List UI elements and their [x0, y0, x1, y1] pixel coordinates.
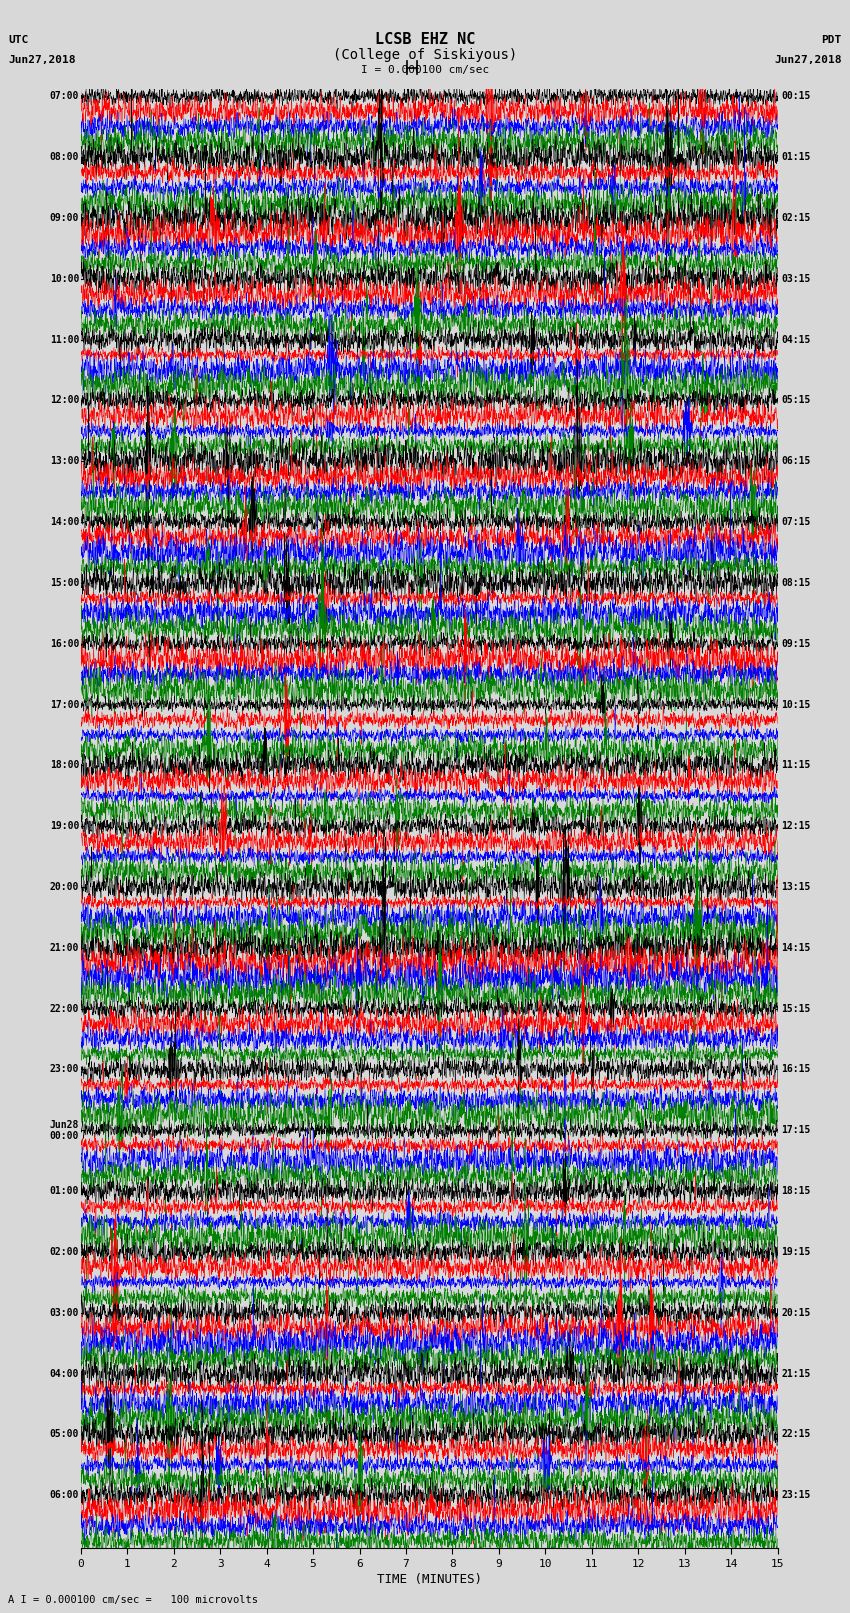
Text: 21:15: 21:15 — [781, 1368, 811, 1379]
Text: 01:15: 01:15 — [781, 152, 811, 163]
Text: LCSB EHZ NC: LCSB EHZ NC — [375, 32, 475, 47]
Text: Jun27,2018: Jun27,2018 — [8, 55, 76, 65]
Text: Jun27,2018: Jun27,2018 — [774, 55, 842, 65]
Text: 19:15: 19:15 — [781, 1247, 811, 1257]
Text: 20:00: 20:00 — [50, 882, 79, 892]
Text: 02:15: 02:15 — [781, 213, 811, 223]
Text: 11:15: 11:15 — [781, 760, 811, 771]
Text: 23:00: 23:00 — [50, 1065, 79, 1074]
Text: 16:15: 16:15 — [781, 1065, 811, 1074]
Text: 08:15: 08:15 — [781, 577, 811, 587]
Text: 04:15: 04:15 — [781, 334, 811, 345]
Text: 09:00: 09:00 — [50, 213, 79, 223]
Text: 14:15: 14:15 — [781, 944, 811, 953]
Text: 15:00: 15:00 — [50, 577, 79, 587]
Text: 08:00: 08:00 — [50, 152, 79, 163]
Text: 07:15: 07:15 — [781, 518, 811, 527]
Text: 23:15: 23:15 — [781, 1490, 811, 1500]
Text: (College of Siskiyous): (College of Siskiyous) — [333, 48, 517, 63]
Text: I = 0.000100 cm/sec: I = 0.000100 cm/sec — [361, 65, 489, 74]
Text: 17:15: 17:15 — [781, 1126, 811, 1136]
Text: 12:15: 12:15 — [781, 821, 811, 831]
Text: 10:00: 10:00 — [50, 274, 79, 284]
Text: 17:00: 17:00 — [50, 700, 79, 710]
Text: 12:00: 12:00 — [50, 395, 79, 405]
Text: 06:00: 06:00 — [50, 1490, 79, 1500]
Text: PDT: PDT — [821, 35, 842, 45]
Text: 18:15: 18:15 — [781, 1186, 811, 1197]
Text: 21:00: 21:00 — [50, 944, 79, 953]
Text: 11:00: 11:00 — [50, 334, 79, 345]
Text: 07:00: 07:00 — [50, 92, 79, 102]
Text: 13:15: 13:15 — [781, 882, 811, 892]
X-axis label: TIME (MINUTES): TIME (MINUTES) — [377, 1573, 482, 1586]
Text: 22:15: 22:15 — [781, 1429, 811, 1439]
Text: 20:15: 20:15 — [781, 1308, 811, 1318]
Text: 10:15: 10:15 — [781, 700, 811, 710]
Text: 06:15: 06:15 — [781, 456, 811, 466]
Text: 09:15: 09:15 — [781, 639, 811, 648]
Text: 03:00: 03:00 — [50, 1308, 79, 1318]
Text: 03:15: 03:15 — [781, 274, 811, 284]
Text: UTC: UTC — [8, 35, 29, 45]
Text: 22:00: 22:00 — [50, 1003, 79, 1013]
Text: 14:00: 14:00 — [50, 518, 79, 527]
Text: Jun28
00:00: Jun28 00:00 — [50, 1119, 79, 1140]
Text: A I = 0.000100 cm/sec =   100 microvolts: A I = 0.000100 cm/sec = 100 microvolts — [8, 1595, 258, 1605]
Text: 15:15: 15:15 — [781, 1003, 811, 1013]
Text: 04:00: 04:00 — [50, 1368, 79, 1379]
Text: 19:00: 19:00 — [50, 821, 79, 831]
Text: 13:00: 13:00 — [50, 456, 79, 466]
Text: 00:15: 00:15 — [781, 92, 811, 102]
Text: 05:15: 05:15 — [781, 395, 811, 405]
Text: 16:00: 16:00 — [50, 639, 79, 648]
Text: 02:00: 02:00 — [50, 1247, 79, 1257]
Text: 01:00: 01:00 — [50, 1186, 79, 1197]
Text: 18:00: 18:00 — [50, 760, 79, 771]
Text: 05:00: 05:00 — [50, 1429, 79, 1439]
